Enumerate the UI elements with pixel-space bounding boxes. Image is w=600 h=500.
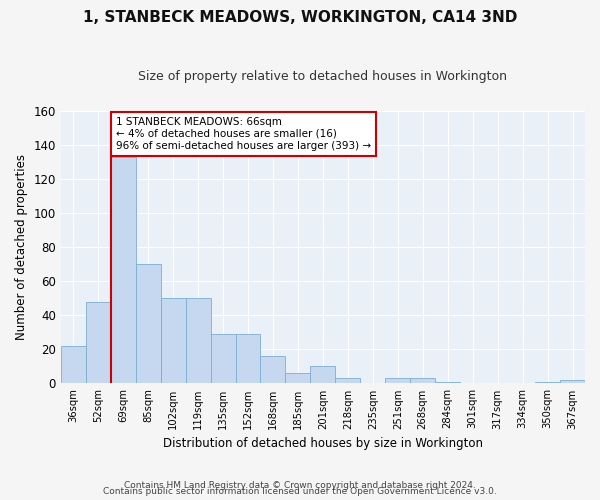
Bar	[260, 356, 286, 384]
Bar	[86, 302, 111, 384]
Text: 1 STANBECK MEADOWS: 66sqm
← 4% of detached houses are smaller (16)
96% of semi-d: 1 STANBECK MEADOWS: 66sqm ← 4% of detach…	[116, 118, 371, 150]
Text: Contains HM Land Registry data © Crown copyright and database right 2024.: Contains HM Land Registry data © Crown c…	[124, 481, 476, 490]
Bar	[435, 382, 460, 384]
Bar	[161, 298, 185, 384]
Bar	[211, 334, 236, 384]
Bar	[335, 378, 361, 384]
Bar	[136, 264, 161, 384]
Bar	[560, 380, 585, 384]
X-axis label: Distribution of detached houses by size in Workington: Distribution of detached houses by size …	[163, 437, 483, 450]
Bar	[61, 346, 86, 384]
Bar	[535, 382, 560, 384]
Title: Size of property relative to detached houses in Workington: Size of property relative to detached ho…	[139, 70, 508, 83]
Y-axis label: Number of detached properties: Number of detached properties	[15, 154, 28, 340]
Bar	[236, 334, 260, 384]
Bar	[185, 298, 211, 384]
Bar	[111, 156, 136, 384]
Bar	[310, 366, 335, 384]
Bar	[286, 373, 310, 384]
Text: 1, STANBECK MEADOWS, WORKINGTON, CA14 3ND: 1, STANBECK MEADOWS, WORKINGTON, CA14 3N…	[83, 10, 517, 25]
Bar	[385, 378, 410, 384]
Text: Contains public sector information licensed under the Open Government Licence v3: Contains public sector information licen…	[103, 487, 497, 496]
Bar	[410, 378, 435, 384]
